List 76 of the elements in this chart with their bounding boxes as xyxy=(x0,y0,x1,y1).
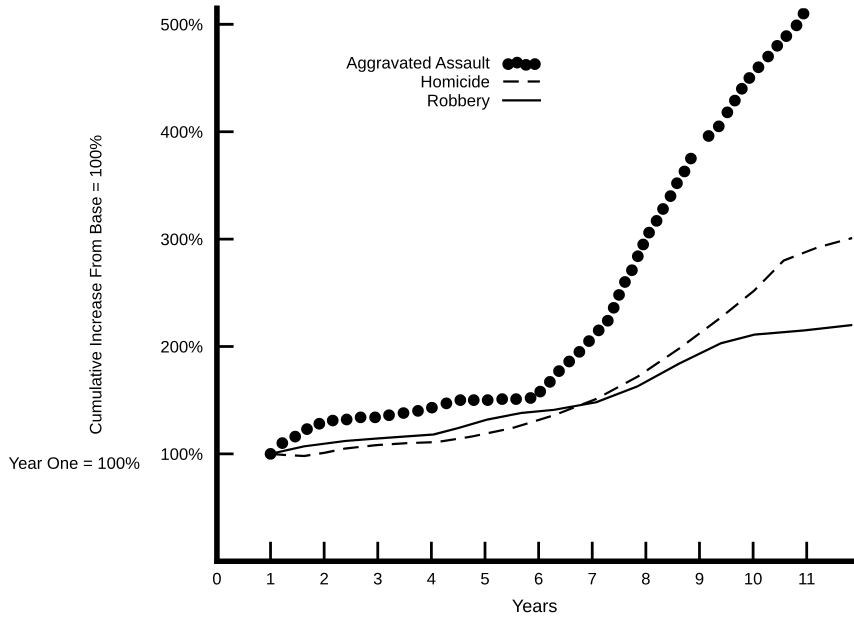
point xyxy=(752,61,764,74)
point xyxy=(544,376,556,388)
x-tick-label: 0 xyxy=(212,572,221,585)
y-tick-label: 400% xyxy=(160,126,202,138)
point xyxy=(369,411,381,424)
x-tick-label: 11 xyxy=(799,572,815,584)
point xyxy=(602,314,614,327)
text: Year One = 100% xyxy=(8,457,140,469)
point xyxy=(289,430,302,442)
x-tick-label: 5 xyxy=(481,572,489,585)
point xyxy=(482,394,494,406)
point xyxy=(650,214,662,227)
point xyxy=(496,393,508,405)
point xyxy=(468,394,480,406)
point xyxy=(426,402,438,414)
point xyxy=(383,409,395,422)
point xyxy=(524,392,536,404)
x-tick-label: 8 xyxy=(642,572,650,585)
point xyxy=(712,120,725,132)
point xyxy=(722,106,734,118)
point xyxy=(553,365,565,377)
point xyxy=(510,393,522,405)
point xyxy=(534,386,546,398)
point xyxy=(613,289,625,301)
point xyxy=(632,250,644,262)
point xyxy=(440,398,452,410)
point xyxy=(592,324,605,336)
x-tick-label: 7 xyxy=(588,572,596,584)
point xyxy=(574,346,586,358)
legend-label: Aggravated Assault xyxy=(346,56,490,72)
point xyxy=(798,8,810,20)
point xyxy=(664,190,676,202)
point xyxy=(313,418,326,430)
point xyxy=(276,437,288,449)
point xyxy=(643,226,655,238)
x-tick-label: 9 xyxy=(696,572,704,585)
point xyxy=(264,448,276,460)
y-tick-label: 200% xyxy=(161,340,202,353)
point xyxy=(354,411,366,424)
point xyxy=(608,302,620,314)
x-tick-label: 6 xyxy=(534,572,543,585)
point xyxy=(583,335,595,347)
x-tick-label: 4 xyxy=(427,572,436,584)
point xyxy=(563,356,576,368)
point xyxy=(657,203,669,215)
point xyxy=(301,423,313,435)
x-tick-label: 1 xyxy=(267,572,274,584)
point xyxy=(412,405,424,417)
y-tick-label: 300% xyxy=(161,233,202,246)
point xyxy=(790,20,802,32)
point xyxy=(736,82,748,95)
y-axis-title: Cumulative Increase From Base = 100% xyxy=(89,135,102,434)
point xyxy=(637,238,650,250)
x-axis-title: Years xyxy=(512,600,557,612)
point xyxy=(671,177,683,190)
point xyxy=(780,30,792,42)
point xyxy=(729,94,741,106)
point xyxy=(744,72,756,84)
point xyxy=(626,264,638,276)
point xyxy=(771,40,784,52)
point xyxy=(678,166,690,178)
y-tick-label: 500% xyxy=(161,18,202,31)
point xyxy=(340,414,353,426)
point xyxy=(619,276,631,288)
point xyxy=(454,394,466,406)
legend-label: Robbery xyxy=(428,94,490,110)
x-tick-label: 10 xyxy=(745,572,762,585)
y-tick-label: 100% xyxy=(162,448,202,460)
legend-label: Homicide xyxy=(422,75,490,88)
point xyxy=(326,414,339,426)
point xyxy=(762,50,774,62)
x-tick-label: 3 xyxy=(374,572,382,585)
x-tick-label: 2 xyxy=(320,572,328,584)
point xyxy=(685,152,697,164)
point xyxy=(398,407,410,419)
point xyxy=(702,130,714,142)
